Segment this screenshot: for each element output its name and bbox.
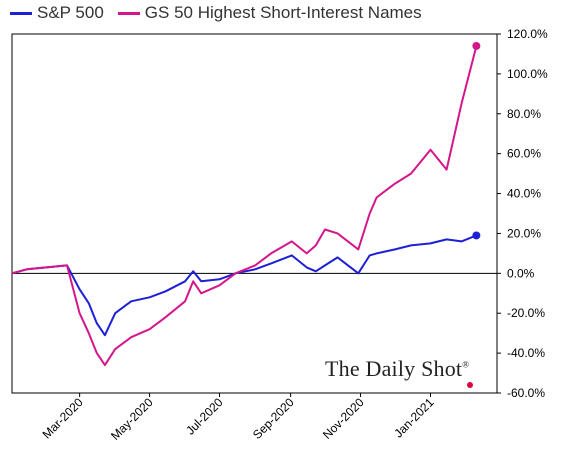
chart-series — [11, 41, 481, 367]
series-end-marker-0 — [472, 231, 481, 240]
y-tick-label: 100.0% — [507, 67, 548, 81]
chart-axes — [11, 33, 501, 397]
plot-frame — [11, 33, 498, 394]
y-tick-label: -60.0% — [507, 386, 545, 400]
x-tick-label: Mar-2020 — [40, 395, 86, 441]
legend-item-gs50: GS 50 Highest Short-Interest Names — [117, 3, 422, 23]
x-tick-label: Jan-2021 — [391, 395, 437, 441]
y-tick-label: 60.0% — [507, 147, 541, 161]
x-tick-label: May-2020 — [108, 395, 156, 443]
chart-tick-labels: 120.0% 100.0% 80.0% 60.0% 40.0% 20.0% 0.0% -20.… — [40, 27, 548, 443]
y-tick-label: 20.0% — [507, 226, 541, 240]
y-tick-label: 40.0% — [507, 187, 541, 201]
y-tick-label: 120.0% — [507, 27, 548, 41]
x-tick-label: Sep-2020 — [250, 395, 297, 442]
chart-legend: S&P 500 GS 50 Highest Short-Interest Nam… — [10, 3, 436, 23]
series-line-0 — [11, 234, 477, 337]
watermark-logo: The Daily Shot® — [325, 356, 474, 388]
watermark-registered-mark: ® — [462, 359, 470, 370]
y-tick-label: 80.0% — [507, 107, 541, 121]
y-tick-label: 0.0% — [507, 266, 535, 280]
legend-swatch-gs50 — [117, 11, 140, 15]
watermark-text: The Daily Shot — [325, 356, 463, 381]
x-tick-label: Nov-2020 — [320, 395, 367, 442]
series-line-1 — [11, 45, 478, 367]
y-tick-label: -20.0% — [507, 306, 545, 320]
legend-item-sp500: S&P 500 — [10, 3, 104, 23]
legend-label-sp500: S&P 500 — [37, 3, 104, 22]
series-end-marker-1 — [472, 41, 481, 50]
legend-swatch-sp500 — [10, 11, 32, 15]
x-tick-label: Jul-2020 — [183, 395, 226, 438]
y-tick-label: -40.0% — [507, 346, 545, 360]
legend-label-gs50: GS 50 Highest Short-Interest Names — [144, 3, 422, 22]
watermark-dot — [467, 382, 474, 388]
